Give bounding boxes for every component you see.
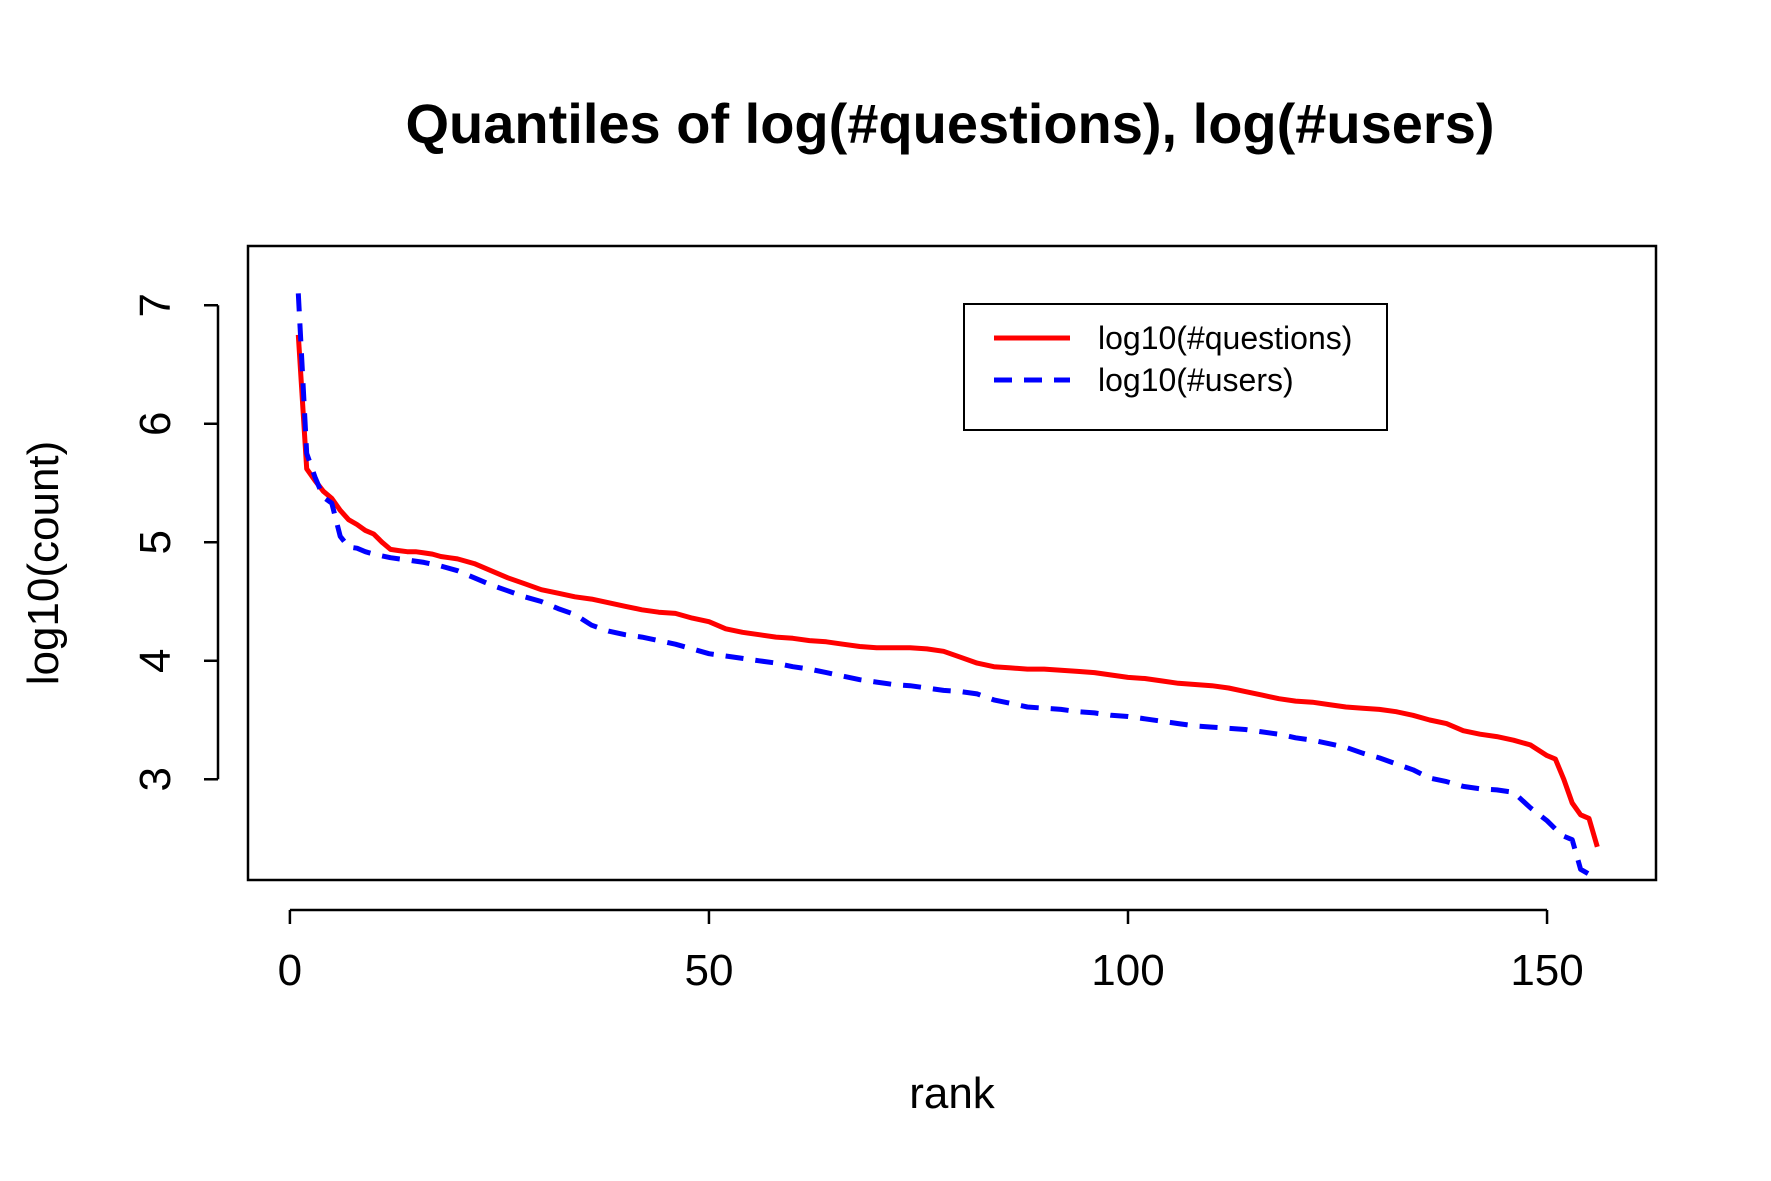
y-tick-label: 4 <box>131 649 180 673</box>
series-layer <box>295 293 1600 879</box>
y-axis: 3 4 5 6 7 <box>131 293 220 792</box>
legend-label-1: log10(#users) <box>1098 362 1294 398</box>
chart-title: Quantiles of log(#questions), log(#users… <box>406 92 1495 155</box>
x-axis: 0 50 100 150 <box>278 908 1584 995</box>
plot-frame <box>246 244 1658 882</box>
legend-box <box>963 303 1388 431</box>
x-tick-label: 50 <box>684 946 733 995</box>
x-tick-label: 150 <box>1510 946 1583 995</box>
legend: log10(#questions) log10(#users) <box>963 303 1388 431</box>
y-tick-label: 5 <box>131 530 180 554</box>
y-tick-label: 6 <box>131 412 180 436</box>
x-axis-label: rank <box>909 1069 996 1118</box>
x-tick-label: 0 <box>278 946 302 995</box>
series-line-0 <box>295 334 1600 848</box>
x-tick-label: 100 <box>1091 946 1164 995</box>
series-line-1 <box>295 293 1598 879</box>
legend-label-0: log10(#questions) <box>1098 320 1352 356</box>
y-tick-label: 7 <box>131 293 180 317</box>
y-tick-label: 3 <box>131 767 180 791</box>
y-axis-label: log10(count) <box>19 441 68 686</box>
